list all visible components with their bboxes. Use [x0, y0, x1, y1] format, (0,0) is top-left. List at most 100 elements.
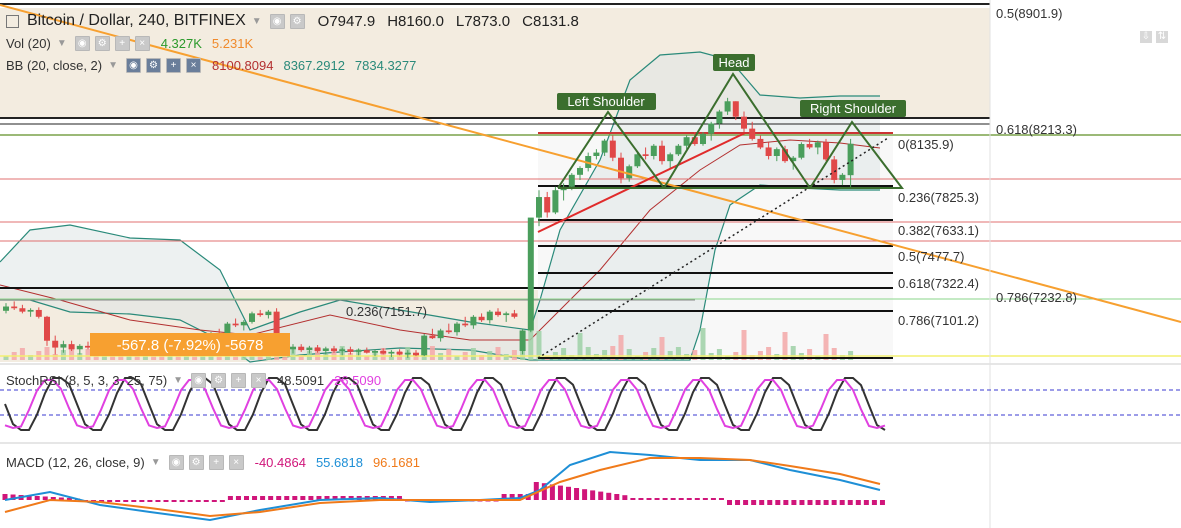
candle-body[interactable] [421, 335, 428, 356]
right-shoulder-shape[interactable] [809, 120, 905, 189]
candle-body[interactable] [486, 311, 493, 321]
candle-body[interactable] [363, 350, 370, 353]
gear-icon[interactable]: ⚙ [289, 13, 305, 29]
candle-body[interactable] [322, 348, 329, 351]
candle-body[interactable] [683, 137, 690, 146]
candle-body[interactable] [3, 306, 9, 311]
gear-icon[interactable]: ⚙ [94, 36, 110, 51]
candle-body[interactable] [437, 330, 444, 339]
eye-icon[interactable]: ◉ [269, 13, 285, 29]
candle-body[interactable] [577, 167, 583, 175]
candle-body[interactable] [568, 174, 575, 187]
chevron-down-icon[interactable]: ▼ [251, 15, 262, 27]
candle-body[interactable] [355, 350, 362, 352]
candle-body[interactable] [601, 140, 608, 153]
candle-body[interactable] [659, 145, 665, 162]
candle-body[interactable] [44, 316, 50, 341]
candle-body[interactable] [765, 147, 772, 157]
symbol-title[interactable]: Bitcoin / Dollar, 240, BITFINEX [27, 12, 246, 29]
plus-icon[interactable]: + [166, 58, 182, 73]
candle-body[interactable] [609, 140, 616, 158]
candle-body[interactable] [19, 308, 26, 312]
candle-body[interactable] [708, 123, 715, 134]
candle-body[interactable] [798, 144, 805, 158]
candle-body[interactable] [839, 174, 846, 180]
candle-body[interactable] [626, 166, 633, 179]
candle-body[interactable] [478, 316, 485, 321]
orange-trendline[interactable] [0, 4, 1181, 323]
plus-icon[interactable]: + [208, 455, 224, 470]
candle-body[interactable] [790, 157, 797, 162]
candle-body[interactable] [716, 111, 723, 124]
candle-body[interactable] [552, 190, 559, 213]
candle-body[interactable] [380, 350, 387, 354]
stoch-label[interactable]: StochRSI (8, 5, 3, 3, 25, 75) [6, 373, 168, 388]
chevron-down-icon[interactable]: ▼ [150, 457, 161, 468]
chevron-down-icon[interactable]: ▼ [56, 38, 67, 49]
left-shoulder-shape[interactable] [557, 110, 666, 189]
plus-icon[interactable]: + [114, 36, 130, 51]
scroll-down-icon[interactable]: ⇩ [1140, 31, 1152, 43]
candle-body[interactable] [339, 349, 346, 351]
candle-body[interactable] [396, 351, 403, 355]
gear-icon[interactable]: ⚙ [211, 373, 227, 388]
candle-body[interactable] [445, 330, 452, 333]
candle-body[interactable] [35, 309, 42, 317]
candle-body[interactable] [388, 351, 395, 354]
candle-body[interactable] [511, 313, 518, 317]
candle-body[interactable] [782, 149, 788, 162]
candle-body[interactable] [298, 346, 305, 351]
candle-body[interactable] [314, 347, 321, 351]
candle-body[interactable] [700, 133, 706, 145]
close-icon[interactable]: × [134, 36, 150, 51]
candle-body[interactable] [593, 152, 600, 157]
plus-icon[interactable]: + [231, 373, 247, 388]
candle-body[interactable] [544, 197, 551, 213]
candle-body[interactable] [454, 323, 460, 333]
expand-icon[interactable]: ⇅ [1156, 31, 1168, 43]
candle-body[interactable] [724, 101, 731, 112]
candle-body[interactable] [257, 313, 264, 316]
candle-body[interactable] [11, 306, 18, 309]
candle-body[interactable] [519, 330, 526, 351]
candle-body[interactable] [691, 137, 698, 145]
candle-body[interactable] [265, 311, 272, 316]
candle-body[interactable] [347, 349, 354, 352]
candle-body[interactable] [749, 128, 756, 139]
macd-label[interactable]: MACD (12, 26, close, 9) [6, 455, 145, 470]
candle-body[interactable] [290, 346, 296, 350]
candle-body[interactable] [675, 145, 682, 155]
candle-body[interactable] [634, 154, 641, 167]
eye-icon[interactable]: ◉ [168, 455, 184, 470]
candle-body[interactable] [240, 321, 247, 326]
candle-body[interactable] [404, 352, 411, 355]
candle-body[interactable] [232, 323, 239, 326]
candle-body[interactable] [429, 335, 436, 339]
candle-body[interactable] [806, 144, 813, 148]
candle-body[interactable] [76, 345, 83, 350]
gear-icon[interactable]: ⚙ [188, 455, 204, 470]
candle-body[interactable] [618, 157, 624, 179]
candle-body[interactable] [527, 217, 534, 331]
dotted-trendline[interactable] [537, 137, 889, 359]
candle-body[interactable] [741, 116, 747, 129]
candle-body[interactable] [85, 345, 91, 348]
candle-body[interactable] [650, 145, 657, 157]
candle-body[interactable] [823, 142, 829, 160]
vol-label[interactable]: Vol (20) [6, 36, 51, 51]
candle-body[interactable] [462, 323, 469, 326]
candle-body[interactable] [831, 159, 838, 180]
candle-body[interactable] [273, 311, 280, 338]
candle-body[interactable] [814, 142, 821, 148]
bb-label[interactable]: BB (20, close, 2) [6, 58, 103, 73]
candle-body[interactable] [495, 311, 501, 316]
candle-body[interactable] [536, 197, 542, 218]
candle-body[interactable] [60, 344, 67, 348]
candle-body[interactable] [642, 154, 649, 157]
candle-body[interactable] [413, 352, 419, 356]
head-shape[interactable] [663, 72, 812, 189]
candle-body[interactable] [372, 350, 378, 353]
candle-body[interactable] [52, 340, 59, 348]
gear-icon[interactable]: ⚙ [146, 58, 162, 73]
